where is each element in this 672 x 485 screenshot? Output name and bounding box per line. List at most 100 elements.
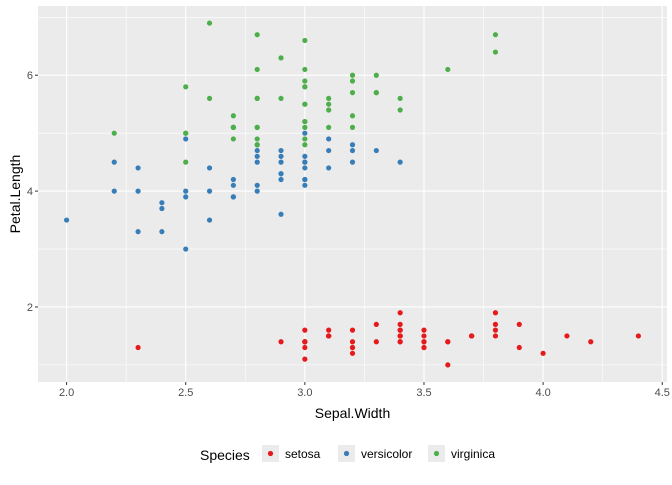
- data-point-virginica: [183, 84, 189, 90]
- data-point-setosa: [421, 344, 427, 351]
- data-point-setosa: [492, 327, 499, 333]
- legend-title: Species: [200, 447, 250, 463]
- data-point-versicolor: [397, 159, 403, 165]
- x-tick-label: 3.0: [297, 387, 312, 399]
- data-point-virginica: [302, 118, 308, 125]
- data-point-versicolor: [254, 188, 260, 194]
- data-point-setosa: [564, 333, 570, 339]
- data-point-virginica: [302, 66, 308, 73]
- data-point-versicolor: [302, 165, 308, 171]
- x-tick-label: 2.5: [178, 387, 193, 399]
- x-tick-label: 3.5: [416, 387, 431, 399]
- data-point-setosa: [302, 356, 308, 362]
- data-point-virginica: [302, 37, 308, 44]
- data-point-setosa: [469, 333, 475, 339]
- data-point-versicolor: [302, 153, 308, 159]
- data-point-setosa: [397, 339, 403, 345]
- data-point-versicolor: [326, 147, 332, 154]
- data-point-versicolor: [278, 159, 284, 165]
- data-point-setosa: [349, 327, 356, 333]
- data-point-setosa: [492, 321, 499, 327]
- data-point-setosa: [397, 333, 403, 339]
- data-point-versicolor: [349, 142, 356, 148]
- data-point-versicolor: [206, 217, 213, 223]
- data-point-versicolor: [349, 159, 356, 165]
- data-point-setosa: [373, 339, 379, 345]
- data-point-virginica: [206, 95, 213, 102]
- y-axis-title: Petal.Length: [7, 155, 23, 234]
- data-point-versicolor: [302, 176, 308, 183]
- data-point-virginica: [349, 72, 356, 78]
- data-point-setosa: [635, 333, 642, 339]
- x-axis-title: Sepal.Width: [315, 405, 390, 421]
- data-point-versicolor: [206, 165, 213, 171]
- data-point-versicolor: [254, 182, 260, 188]
- data-point-versicolor: [278, 153, 284, 159]
- legend-swatch-setosa: [267, 450, 274, 457]
- data-point-virginica: [302, 142, 308, 148]
- data-point-versicolor: [278, 211, 284, 217]
- series-virginica: [111, 20, 499, 165]
- data-point-versicolor: [230, 182, 236, 188]
- data-point-setosa: [445, 362, 451, 368]
- data-point-virginica: [326, 101, 332, 107]
- data-point-versicolor: [254, 147, 260, 154]
- data-point-virginica: [349, 113, 356, 119]
- data-point-versicolor: [135, 229, 141, 235]
- data-point-versicolor: [302, 130, 308, 136]
- legend-label: virginica: [451, 447, 495, 461]
- data-point-versicolor: [302, 182, 308, 188]
- data-point-setosa: [421, 327, 427, 333]
- data-point-versicolor: [135, 165, 141, 171]
- legend: Species setosa versicolor virginica: [200, 445, 495, 463]
- data-point-virginica: [397, 95, 403, 102]
- data-point-versicolor: [373, 147, 379, 154]
- legend-item-virginica: virginica: [428, 445, 495, 462]
- data-point-setosa: [445, 339, 451, 345]
- data-point-virginica: [183, 159, 189, 165]
- data-point-setosa: [588, 339, 594, 345]
- legend-swatch-versicolor: [343, 450, 350, 457]
- legend-swatch-virginica: [433, 450, 440, 457]
- data-point-setosa: [421, 339, 427, 345]
- series-versicolor: [63, 124, 403, 252]
- data-point-virginica: [183, 130, 189, 136]
- axes: 2.0 2.5 3.0 3.5 4.0 4.5 2 4 6: [27, 70, 670, 399]
- data-point-virginica: [111, 130, 117, 136]
- data-point-virginica: [206, 20, 213, 26]
- data-point-virginica: [230, 124, 236, 130]
- data-point-setosa: [397, 310, 403, 316]
- data-point-setosa: [302, 339, 308, 345]
- data-point-virginica: [302, 78, 308, 84]
- data-point-setosa: [326, 327, 332, 333]
- data-point-virginica: [302, 84, 308, 90]
- y-tick-label: 6: [27, 70, 33, 82]
- x-tick-label: 4.0: [535, 387, 550, 399]
- data-point-virginica: [373, 90, 379, 96]
- legend-label: setosa: [285, 447, 321, 461]
- data-point-versicolor: [278, 171, 284, 177]
- data-point-virginica: [230, 113, 236, 119]
- data-point-versicolor: [159, 200, 165, 206]
- y-tick-label: 2: [27, 302, 33, 314]
- data-point-versicolor: [302, 159, 308, 165]
- data-point-virginica: [254, 124, 260, 130]
- x-tick-label: 4.5: [655, 387, 670, 399]
- data-point-setosa: [326, 333, 332, 339]
- data-point-setosa: [349, 339, 356, 345]
- data-point-virginica: [302, 101, 308, 107]
- data-points: [63, 20, 642, 368]
- data-point-versicolor: [349, 147, 356, 154]
- data-point-virginica: [302, 136, 308, 142]
- data-point-virginica: [326, 95, 332, 102]
- data-point-versicolor: [159, 229, 165, 235]
- legend-item-setosa: setosa: [262, 445, 321, 462]
- data-point-setosa: [492, 333, 499, 339]
- data-point-versicolor: [230, 176, 236, 183]
- data-point-virginica: [349, 90, 356, 96]
- data-point-setosa: [373, 321, 379, 327]
- data-point-versicolor: [326, 165, 332, 171]
- data-point-virginica: [326, 124, 332, 130]
- data-point-versicolor: [278, 147, 284, 154]
